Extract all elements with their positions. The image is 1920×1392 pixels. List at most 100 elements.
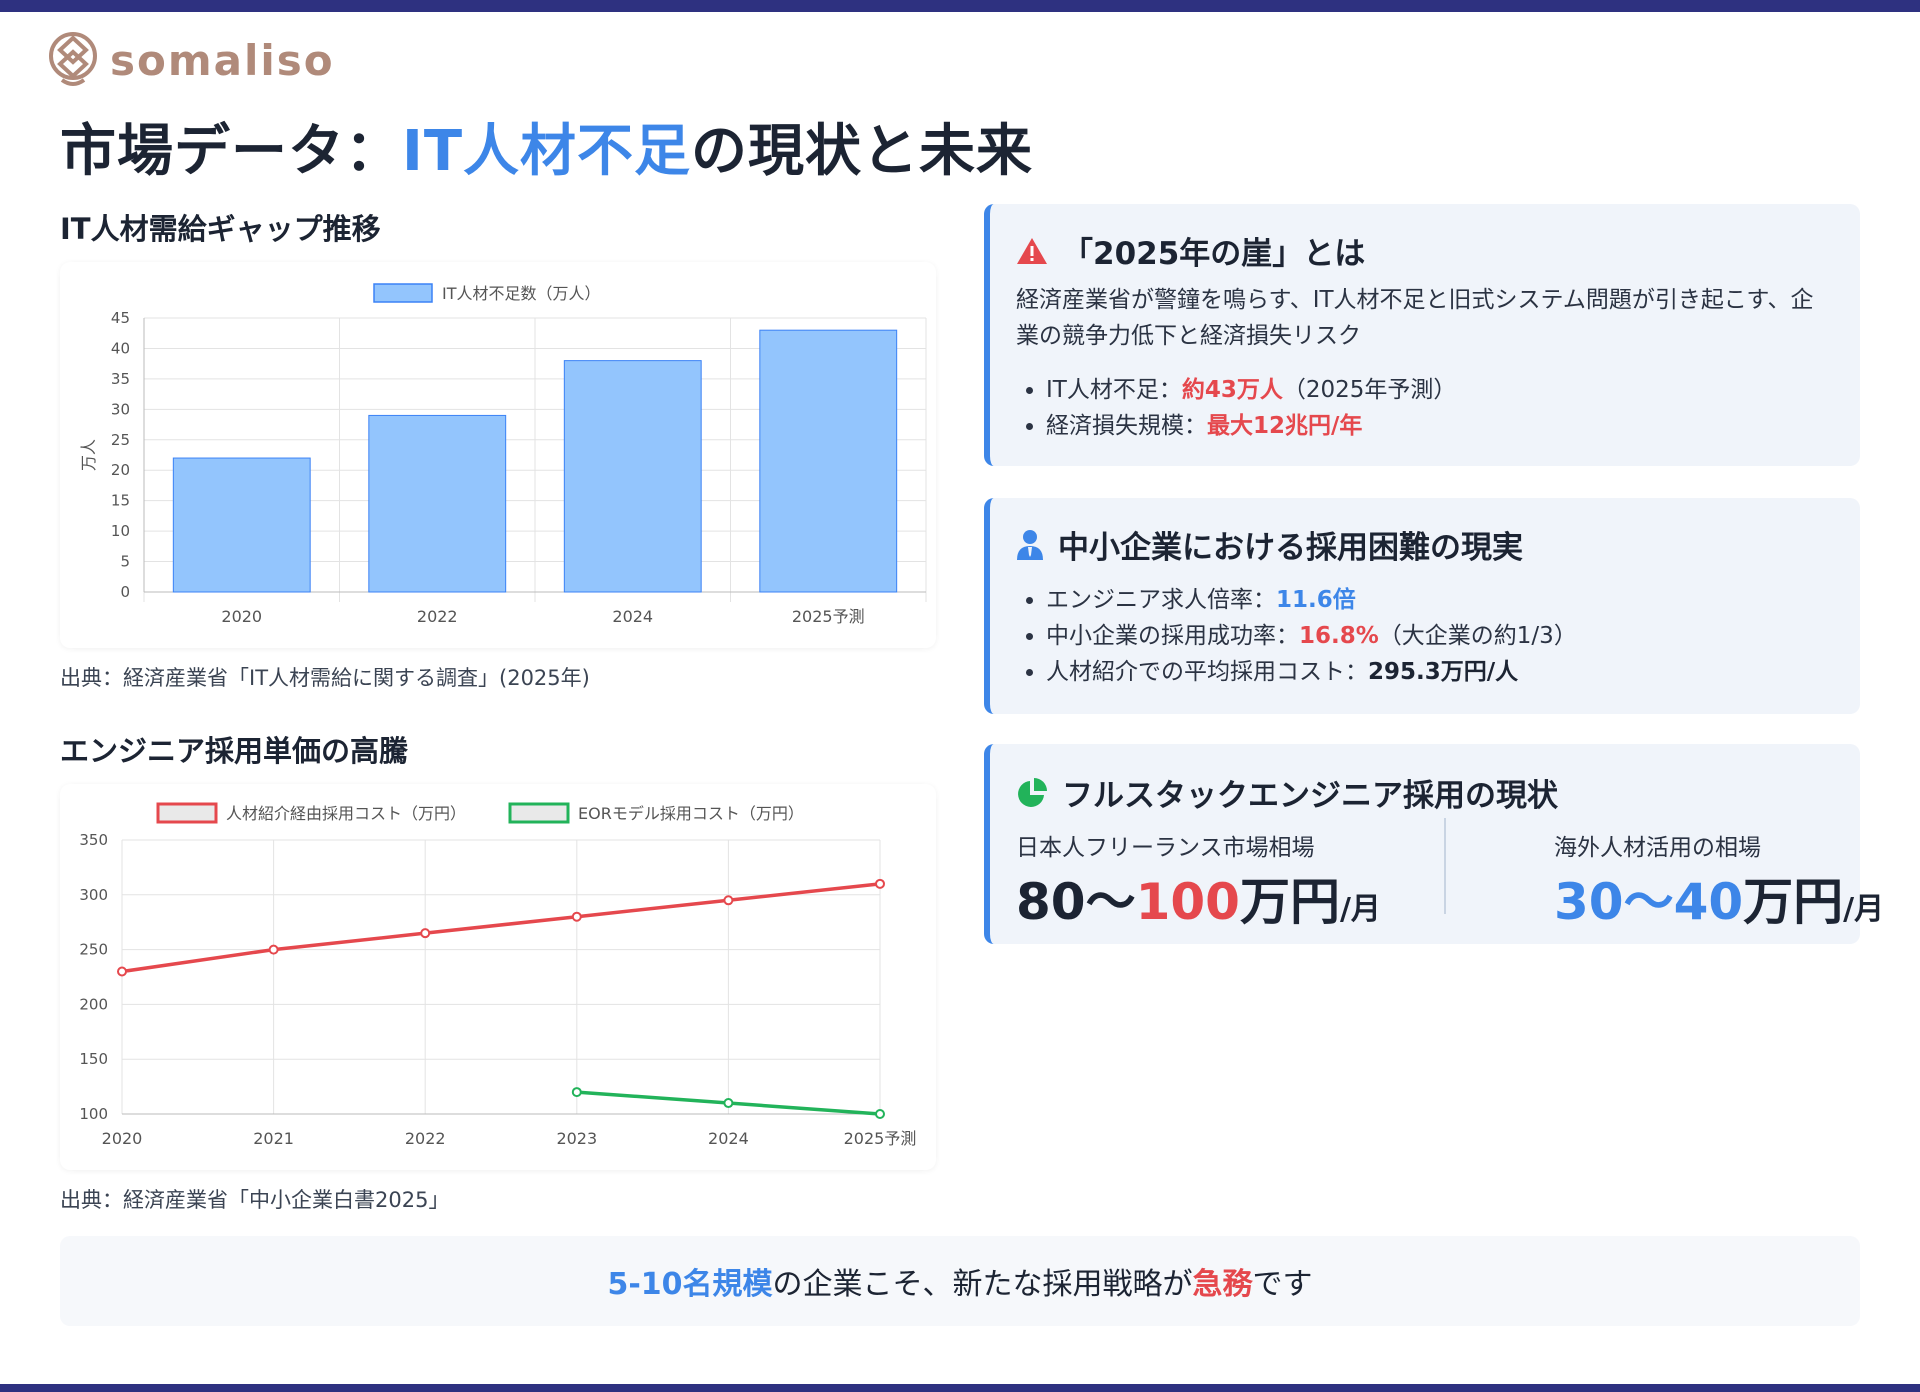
card1-header: 「2025年の崖」とは (1016, 228, 1365, 273)
bullet-value: 16.8% (1299, 623, 1379, 649)
bullet-value: 約43万人 (1181, 377, 1283, 403)
y-tick-label: 10 (111, 522, 130, 540)
x-tick-label: 2021 (253, 1129, 294, 1148)
bullet-label: IT人材不足： (1046, 377, 1182, 403)
card1-description: 経済産業省が警鐘を鳴らす、IT人材不足と旧式システム問題が引き起こす、企業の競争… (1016, 287, 1814, 349)
y-tick-label: 200 (79, 995, 108, 1013)
bar (172, 457, 311, 593)
bullet-value: 295.3万円/人 (1368, 659, 1519, 685)
sme-hiring-card: 中小企業における採用困難の現実 エンジニア求人倍率：11.6倍 中小企業の採用成… (984, 498, 1860, 714)
data-point (875, 878, 885, 889)
card3-header: フルスタックエンジニア採用の現状 (1016, 770, 1558, 815)
x-tick-label: 2023 (556, 1129, 597, 1148)
y-tick-label: 20 (111, 461, 130, 479)
data-point (420, 928, 431, 939)
y-tick-label: 150 (79, 1050, 108, 1068)
bottom-accent-bar (0, 1384, 1920, 1392)
chart1-card: 0 5 10 15 20 25 30 35 40 45 2020 2022 2024 2025予測 万人 IT… (60, 262, 936, 648)
y-tick-label: 30 (111, 400, 130, 418)
y-tick-label: 35 (111, 370, 130, 388)
x-tick-label: 2025予測 (844, 1129, 917, 1148)
y-tick-label: 5 (120, 553, 130, 571)
bullet-note: （2025年予測） (1282, 377, 1457, 403)
series-line (121, 882, 881, 974)
banner-highlight-urgent: 急務 (1192, 1267, 1253, 1302)
x-tick-label: 2024 (708, 1129, 749, 1148)
banner-middle: の企業こそ、新たな採用戦略が (772, 1267, 1193, 1302)
data-point (875, 1109, 885, 1119)
rate-to: 100 (1135, 873, 1240, 931)
x-tick-label: 2020 (102, 1129, 143, 1148)
bullet-label: エンジニア求人倍率： (1046, 587, 1276, 613)
chart2-card: 100 150 200 250 300 350 2020 2021 2022 2023 2024 20… (60, 784, 936, 1170)
freelance-rate-label: 日本人フリーランス市場相場 (1016, 835, 1315, 861)
legend-swatch (156, 802, 218, 824)
logo-mark-icon (49, 32, 97, 86)
bullet-label: 中小企業の採用成功率： (1046, 623, 1299, 649)
title-before: 市場データ： (60, 119, 402, 184)
x-tick-label: 2025予測 (792, 607, 865, 626)
overseas-rate-value: 30〜40万円/月 (1554, 862, 1884, 934)
x-tick-label: 2022 (417, 607, 458, 626)
list-item: エンジニア求人倍率：11.6倍 (1046, 582, 1577, 618)
y-tick-label: 250 (79, 941, 108, 959)
x-tick-label: 2022 (405, 1129, 446, 1148)
legend-label: IT人材不足数（万人） (442, 284, 601, 303)
overseas-rate-label: 海外人材活用の相場 (1554, 835, 1761, 861)
legend-swatch (373, 283, 433, 303)
conclusion-banner: 5-10名規模 の企業こそ、新たな採用戦略が 急務 です (60, 1236, 1860, 1326)
data-point (723, 895, 734, 906)
legend-label: EORモデル採用コスト（万円） (578, 804, 804, 823)
freelance-rate-value: 80〜100万円/月 (1016, 862, 1381, 934)
pie-chart-icon (1016, 777, 1048, 809)
data-point (117, 966, 127, 977)
banner-highlight-size: 5-10名規模 (607, 1267, 773, 1302)
bar (563, 360, 702, 593)
card3-title: フルスタックエンジニア採用の現状 (1062, 778, 1558, 814)
bullet-value: 最大12兆円/年 (1207, 413, 1363, 439)
y-tick-label: 45 (111, 309, 130, 327)
brand-logo[interactable]: somaliso (46, 30, 335, 90)
x-tick-label: 2020 (221, 607, 262, 626)
chart1-section-title: IT人材需給ギャップ推移 (60, 212, 381, 246)
chart1-source: 出典：経済産業省「IT人材需給に関する調査」(2025年) (60, 666, 590, 690)
bullet-note: （大企業の約1/3） (1378, 623, 1577, 649)
rate-per: /月 (1843, 892, 1885, 927)
list-item: IT人材不足：約43万人（2025年予測） (1046, 372, 1456, 408)
rate-unit: 万円 (1743, 873, 1844, 931)
fullstack-rate-card: フルスタックエンジニア採用の現状 日本人フリーランス市場相場 80〜100万円/… (984, 744, 1884, 944)
card2-header: 中小企業における採用困難の現実 (1016, 522, 1523, 567)
y-tick-label: 25 (111, 431, 130, 449)
y-tick-label: 350 (79, 831, 108, 849)
bar (759, 329, 898, 593)
y-tick-label: 15 (111, 492, 130, 510)
chart2-source: 出典：経済産業省「中小企業白書2025」 (60, 1188, 450, 1212)
line-chart: 100 150 200 250 300 350 2020 2021 2022 2023 2024 20… (79, 802, 917, 1148)
rate-from: 80〜 (1016, 873, 1136, 931)
bar (368, 414, 507, 593)
bullet-label: 人材紹介での平均採用コスト： (1046, 659, 1368, 685)
rate-divider (1444, 818, 1446, 914)
warning-icon (1016, 237, 1048, 265)
y-tick-label: 40 (111, 339, 130, 357)
data-point (571, 1087, 582, 1098)
list-item: 人材紹介での平均採用コスト：295.3万円/人 (1046, 654, 1577, 690)
list-item: 経済損失規模：最大12兆円/年 (1046, 408, 1456, 444)
y-tick-label: 300 (79, 886, 108, 904)
data-point (571, 911, 582, 922)
chart2-section-title: エンジニア採用単価の高騰 (60, 734, 409, 768)
list-item: 中小企業の採用成功率：16.8%（大企業の約1/3） (1046, 618, 1577, 654)
user-tie-icon (1016, 529, 1044, 561)
cliff-2025-card: 「2025年の崖」とは 経済産業省が警鐘を鳴らす、IT人材不足と旧式システム問題… (984, 204, 1860, 466)
data-point (268, 944, 279, 955)
x-tick-label: 2024 (612, 607, 653, 626)
y-tick-label: 100 (79, 1105, 108, 1123)
bullet-label: 経済損失規模： (1046, 413, 1207, 439)
title-after: の現状と未来 (691, 119, 1034, 184)
card1-title: 「2025年の崖」とは (1062, 236, 1366, 272)
title-highlight: IT人材不足 (402, 119, 692, 184)
card2-list: エンジニア求人倍率：11.6倍 中小企業の採用成功率：16.8%（大企業の約1/… (1046, 582, 1577, 690)
card2-title: 中小企業における採用困難の現実 (1058, 530, 1523, 566)
page-title: 市場データ：IT人材不足の現状と未来 (60, 106, 1033, 187)
bullet-value: 11.6倍 (1276, 587, 1356, 613)
